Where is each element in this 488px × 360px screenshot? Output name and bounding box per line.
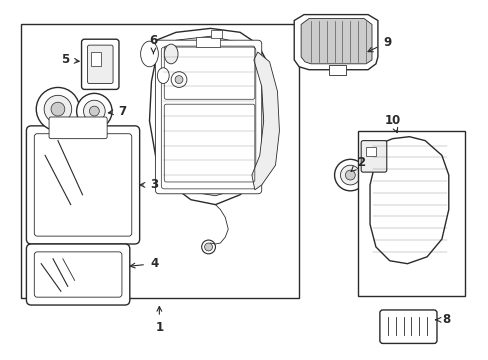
Text: 2: 2: [350, 156, 365, 171]
Circle shape: [44, 95, 72, 123]
Circle shape: [204, 243, 212, 251]
FancyBboxPatch shape: [26, 244, 129, 305]
Bar: [358, 131, 464, 296]
Circle shape: [340, 165, 360, 185]
Text: 5: 5: [61, 53, 79, 66]
Bar: [21, 24, 299, 298]
Bar: [366, 147, 375, 156]
Polygon shape: [301, 18, 371, 64]
Circle shape: [334, 159, 366, 191]
FancyBboxPatch shape: [81, 39, 119, 89]
Ellipse shape: [157, 68, 169, 84]
Text: 8: 8: [435, 313, 450, 326]
Text: 9: 9: [367, 36, 391, 52]
Polygon shape: [149, 28, 274, 204]
FancyBboxPatch shape: [361, 141, 386, 172]
Text: 6: 6: [149, 34, 157, 54]
Circle shape: [201, 240, 215, 254]
Circle shape: [36, 87, 80, 131]
Circle shape: [345, 170, 355, 180]
Circle shape: [83, 100, 105, 122]
Ellipse shape: [164, 44, 178, 64]
Circle shape: [51, 102, 65, 116]
Polygon shape: [251, 52, 279, 190]
Circle shape: [171, 72, 186, 87]
FancyBboxPatch shape: [87, 45, 113, 84]
Bar: [91, 52, 101, 66]
Polygon shape: [294, 15, 377, 70]
Circle shape: [175, 76, 183, 84]
Circle shape: [89, 106, 99, 116]
FancyBboxPatch shape: [49, 117, 107, 139]
Bar: [195, 37, 220, 47]
Ellipse shape: [141, 41, 158, 67]
Text: 7: 7: [108, 105, 126, 118]
Text: 10: 10: [384, 114, 400, 132]
Bar: [210, 30, 222, 38]
FancyBboxPatch shape: [26, 126, 140, 244]
Text: 4: 4: [130, 257, 158, 270]
Text: 3: 3: [140, 179, 158, 192]
Polygon shape: [156, 36, 264, 196]
FancyBboxPatch shape: [379, 310, 436, 343]
Text: 1: 1: [155, 306, 163, 334]
Polygon shape: [369, 137, 448, 264]
Bar: [328, 65, 346, 75]
Circle shape: [77, 93, 112, 129]
FancyBboxPatch shape: [155, 40, 261, 194]
